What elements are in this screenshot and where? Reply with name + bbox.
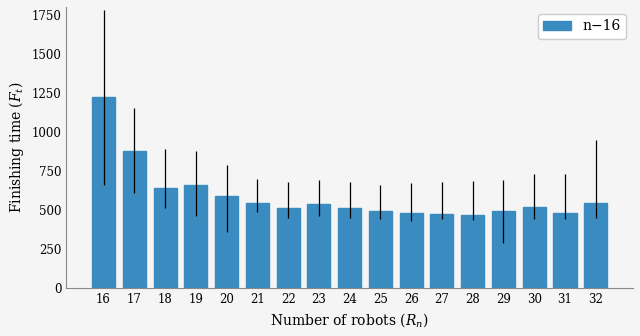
Bar: [431, 214, 454, 288]
Legend: n−16: n−16: [538, 14, 626, 39]
Bar: [584, 203, 607, 288]
Y-axis label: Finishing time ($F_t$): Finishing time ($F_t$): [7, 82, 26, 213]
Bar: [461, 215, 484, 288]
Bar: [276, 208, 300, 288]
Bar: [184, 185, 207, 288]
Bar: [554, 213, 577, 288]
Bar: [246, 203, 269, 288]
Bar: [92, 97, 115, 288]
Bar: [154, 188, 177, 288]
Bar: [215, 196, 238, 288]
Bar: [369, 211, 392, 288]
Bar: [338, 208, 361, 288]
Bar: [492, 211, 515, 288]
Bar: [307, 204, 330, 288]
Bar: [399, 213, 422, 288]
X-axis label: Number of robots ($R_n$): Number of robots ($R_n$): [271, 311, 429, 329]
Bar: [123, 151, 146, 288]
Bar: [523, 207, 546, 288]
